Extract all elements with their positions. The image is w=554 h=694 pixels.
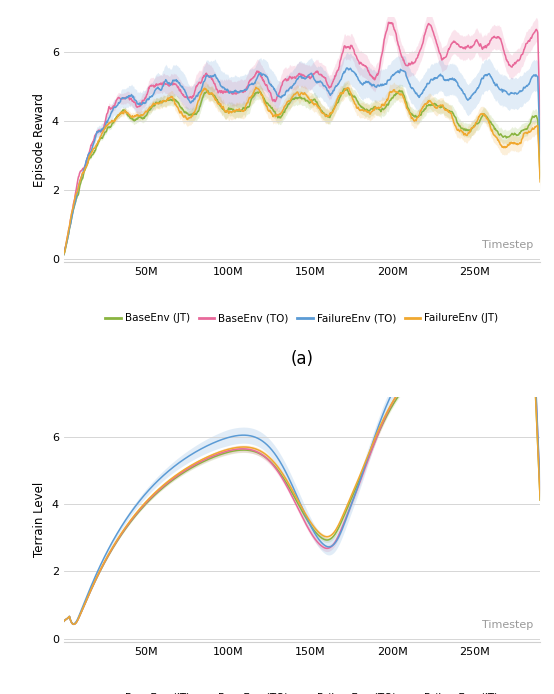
Text: Timestep: Timestep	[482, 240, 533, 250]
Legend: BaseEnv (JT), BaseEnv (TO), FailureEnv (TO), FailureEnv (JT): BaseEnv (JT), BaseEnv (TO), FailureEnv (…	[101, 689, 502, 694]
Text: (a): (a)	[290, 350, 314, 369]
Y-axis label: Episode Reward: Episode Reward	[33, 93, 46, 187]
Y-axis label: Terrain Level: Terrain Level	[33, 482, 46, 557]
Text: Timestep: Timestep	[482, 620, 533, 629]
Legend: BaseEnv (JT), BaseEnv (TO), FailureEnv (TO), FailureEnv (JT): BaseEnv (JT), BaseEnv (TO), FailureEnv (…	[101, 309, 502, 328]
